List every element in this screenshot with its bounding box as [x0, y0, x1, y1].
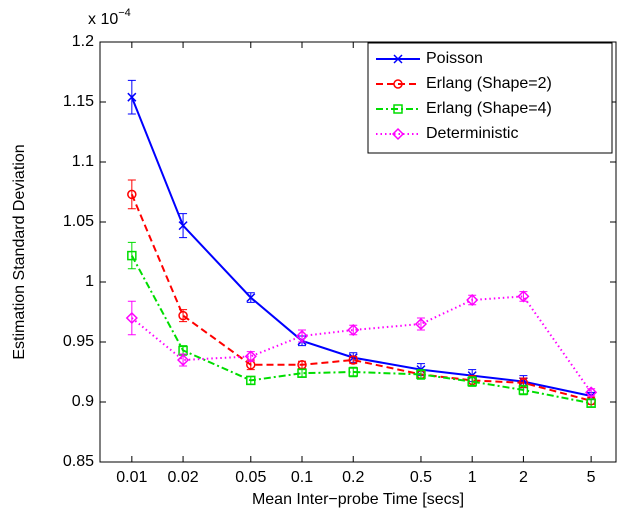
marker [467, 376, 477, 387]
legend-label: Deterministic [426, 125, 518, 142]
marker [127, 92, 137, 102]
multiplier-exponent: −4 [118, 7, 131, 19]
marker [393, 79, 403, 89]
y-tick-label: 1.2 [72, 33, 94, 50]
marker [246, 375, 256, 386]
marker [127, 250, 137, 261]
marker [244, 350, 257, 363]
marker [393, 104, 403, 114]
marker [518, 385, 529, 395]
error-bar [127, 300, 136, 336]
marker [246, 293, 256, 303]
x-tick-label: 0.2 [342, 469, 364, 486]
marker [393, 54, 403, 64]
legend-label: Erlang (Shape=4) [426, 100, 552, 117]
x-tick-label: 2 [519, 469, 528, 486]
marker [127, 189, 137, 200]
marker [348, 367, 358, 377]
marker [295, 329, 309, 343]
legend-label: Erlang (Shape=2) [426, 75, 552, 92]
y-tick-label: 0.95 [63, 333, 94, 350]
marker [391, 127, 405, 141]
x-tick-label: 0.5 [410, 469, 432, 486]
x-tick-label: 0.02 [167, 469, 198, 486]
x-tick-label: 0.01 [116, 469, 147, 486]
marker [466, 293, 479, 307]
marker [347, 323, 360, 337]
y-tick-label: 0.85 [63, 453, 94, 470]
marker [416, 369, 426, 380]
error-bar [127, 241, 136, 270]
error-bar [349, 366, 358, 378]
marker [585, 386, 598, 399]
marker [348, 355, 358, 365]
marker [178, 221, 188, 231]
error-bar [468, 376, 477, 387]
marker [586, 398, 596, 408]
error-bar [416, 369, 425, 380]
x-tick-label: 0.05 [235, 469, 266, 486]
series-line [130, 194, 592, 402]
marker [297, 368, 307, 378]
x-tick-label: 0.1 [291, 469, 313, 486]
y-tick-label: 1.1 [72, 153, 94, 170]
y-multiplier: x 10−4 [88, 7, 131, 28]
multiplier-base: x 10 [88, 11, 118, 28]
marker [177, 353, 190, 367]
x-axis-label: Mean Inter−probe Time [secs] [252, 491, 464, 508]
x-tick-label: 5 [587, 469, 596, 486]
error-bar [519, 384, 528, 396]
y-axis-label: Estimation Standard Deviation [11, 144, 28, 359]
marker [517, 290, 530, 303]
marker [125, 311, 138, 325]
error-bar [127, 179, 136, 210]
x-tick-label: 1 [468, 469, 477, 486]
error-bar [587, 388, 596, 397]
y-tick-label: 1.05 [63, 213, 94, 230]
legend-label: Poisson [426, 50, 483, 67]
marker [178, 310, 188, 321]
y-tick-label: 0.9 [72, 393, 94, 410]
marker [414, 317, 428, 331]
y-tick-label: 1 [85, 273, 94, 290]
series-line [130, 255, 592, 405]
y-tick-label: 1.15 [63, 93, 94, 110]
